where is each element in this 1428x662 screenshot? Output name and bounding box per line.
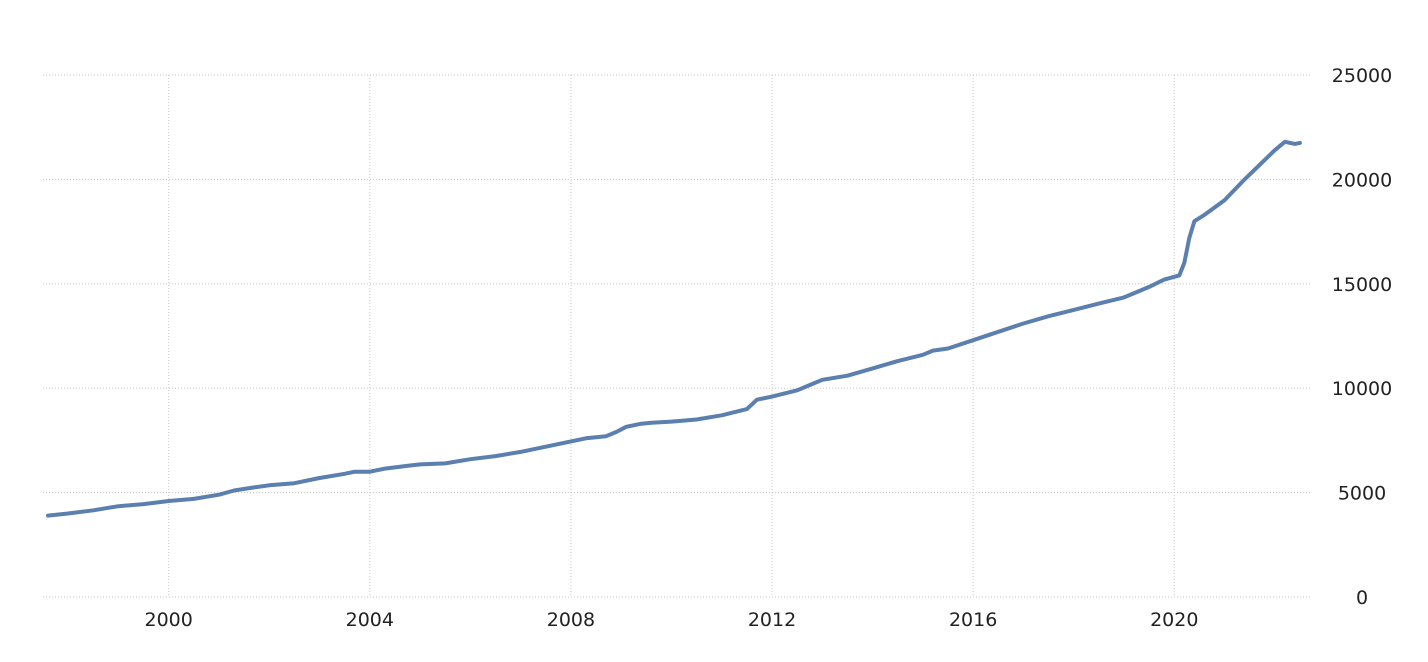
y-tick-label: 20000 [1332, 169, 1392, 191]
x-tick-label: 2012 [748, 609, 796, 631]
y-tick-label: 10000 [1332, 378, 1392, 400]
series-line [46, 139, 1302, 518]
grid-lines [43, 74, 1310, 598]
plot-area [46, 139, 1302, 518]
x-tick-label: 2020 [1150, 609, 1198, 631]
y-tick-label: 15000 [1332, 274, 1392, 296]
y-axis-tick-labels: 0 5000 10000 15000 20000 25000 [1332, 65, 1392, 609]
x-tick-label: 2000 [145, 609, 193, 631]
x-tick-label: 2016 [949, 609, 997, 631]
x-tick-label: 2004 [346, 609, 394, 631]
y-tick-label: 0 [1356, 587, 1368, 609]
y-tick-label: 25000 [1332, 65, 1392, 87]
y-tick-label: 5000 [1338, 483, 1386, 505]
x-tick-label: 2008 [547, 609, 595, 631]
x-axis-tick-labels: 2000 2004 2008 2012 2016 2020 [145, 609, 1199, 631]
